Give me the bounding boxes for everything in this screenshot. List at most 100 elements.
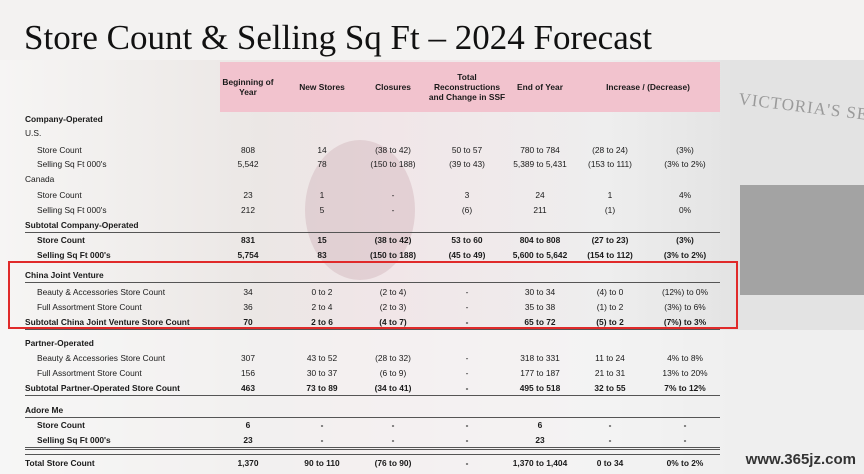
cell: 5,542 (237, 159, 259, 169)
cell: 21 to 31 (594, 368, 626, 378)
cell: 780 to 784 (520, 145, 560, 155)
header-band (220, 62, 720, 112)
row-divider (25, 447, 720, 448)
cell: 3 (464, 190, 470, 200)
cell: (3%) (676, 145, 694, 155)
cell: - (465, 287, 469, 297)
cell: - (465, 368, 469, 378)
cell: 34 (243, 287, 253, 297)
cell: (4 to 7) (379, 317, 407, 327)
cell: 90 to 110 (304, 458, 340, 468)
cell: - (608, 420, 612, 430)
cell: 211 (533, 205, 547, 215)
row-label: Full Assortment Store Count (37, 302, 142, 312)
row-label: China Joint Venture (25, 270, 104, 280)
cell: 5,754 (237, 250, 259, 260)
cell: 24 (535, 190, 545, 200)
cell: (34 to 41) (374, 383, 412, 393)
row-label: Total Store Count (25, 458, 95, 468)
cell: 15 (317, 235, 327, 245)
row-label: Beauty & Accessories Store Count (37, 353, 166, 363)
cell: 307 (241, 353, 255, 363)
cell: 78 (317, 159, 327, 169)
row-divider (25, 329, 720, 330)
cell: 804 to 808 (519, 235, 561, 245)
cell: 14 (317, 145, 327, 155)
cell: (28 to 32) (375, 353, 411, 363)
cell: - (391, 205, 395, 215)
cell: (154 to 112) (587, 250, 633, 260)
cell: 6 (245, 420, 251, 430)
cell: 7% to 12% (664, 383, 706, 393)
row-divider (25, 232, 720, 233)
row-label: Store Count (37, 145, 82, 155)
cell: (38 to 42) (374, 235, 412, 245)
cell: (12%) to 0% (661, 287, 709, 297)
cell: - (391, 190, 395, 200)
row-label: Selling Sq Ft 000's (37, 159, 107, 169)
cell: 2 to 6 (311, 317, 333, 327)
cell: 35 to 38 (524, 302, 556, 312)
cell: - (683, 435, 687, 445)
cell: 53 to 60 (451, 235, 483, 245)
cell: 23 (243, 435, 253, 445)
row-divider (25, 417, 720, 418)
cell: 43 to 52 (306, 353, 338, 363)
cell: 50 to 57 (451, 145, 483, 155)
row-divider (25, 454, 720, 455)
row-divider (25, 449, 720, 450)
row-label: Subtotal Partner-Operated Store Count (25, 383, 180, 393)
row-label: Store Count (37, 235, 85, 245)
cell: - (465, 302, 469, 312)
cell: (28 to 24) (592, 145, 628, 155)
cell: 156 (241, 368, 255, 378)
cell: (5) to 2 (596, 317, 624, 327)
cell: (150 to 188) (370, 159, 416, 169)
cell: (38 to 42) (375, 145, 411, 155)
cell: 83 (317, 250, 327, 260)
cell: 23 (243, 190, 253, 200)
cell: - (608, 435, 612, 445)
cell: 2 to 4 (311, 302, 333, 312)
column-header: New Stores (299, 82, 345, 92)
slide-title: Store Count & Selling Sq Ft – 2024 Forec… (24, 18, 653, 57)
cell: (76 to 90) (374, 458, 412, 468)
row-label: Subtotal China Joint Venture Store Count (25, 317, 190, 327)
cell: 0 to 2 (311, 287, 333, 297)
cell: 1 (319, 190, 325, 200)
cell: 6 (537, 420, 543, 430)
cell: 23 (535, 435, 545, 445)
cell: (153 to 111) (588, 159, 632, 169)
cell: 4% to 8% (667, 353, 703, 363)
cell: (27 to 23) (591, 235, 629, 245)
cell: 73 to 89 (306, 383, 338, 393)
cell: - (391, 420, 395, 430)
cell: 495 to 518 (519, 383, 561, 393)
cell: (39 to 43) (449, 159, 485, 169)
row-label: Canada (25, 174, 55, 184)
cell: 5 (319, 205, 325, 215)
row-label: Selling Sq Ft 000's (37, 435, 111, 445)
cell: (6) (461, 205, 473, 215)
column-header: Increase / (Decrease) (606, 82, 690, 92)
row-label: Full Assortment Store Count (37, 368, 142, 378)
cell: (2 to 4) (379, 287, 407, 297)
cell: 36 (243, 302, 253, 312)
cell: (1) (604, 205, 616, 215)
cell: 808 (241, 145, 255, 155)
cell: 4% (678, 190, 692, 200)
cell: - (683, 420, 687, 430)
cell: 1 (607, 190, 613, 200)
cell: 0% (678, 205, 692, 215)
column-header: End of Year (517, 82, 563, 92)
row-label: Adore Me (25, 405, 64, 415)
cell: (3%) to 6% (664, 302, 706, 312)
cell: 32 to 55 (594, 383, 626, 393)
cell: (6 to 9) (379, 368, 407, 378)
cell: 5,600 to 5,642 (512, 250, 568, 260)
cell: 70 (243, 317, 253, 327)
cell: 0% to 2% (666, 458, 704, 468)
cell: - (465, 435, 469, 445)
